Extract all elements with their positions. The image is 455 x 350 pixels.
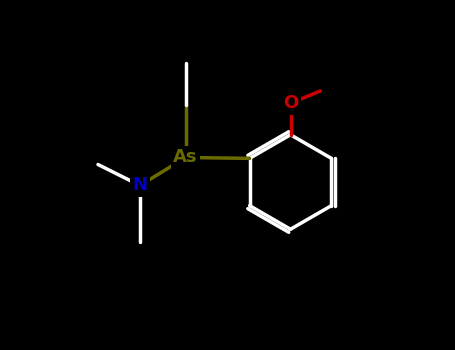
Text: O: O bbox=[283, 94, 298, 112]
Text: N: N bbox=[132, 176, 147, 195]
Text: As: As bbox=[173, 148, 198, 167]
